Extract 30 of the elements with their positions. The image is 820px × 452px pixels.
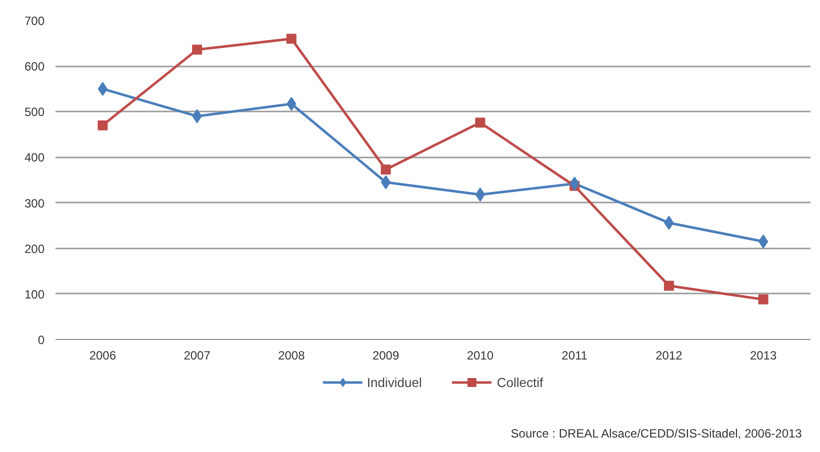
- x-tick-label: 2011: [562, 348, 588, 362]
- x-tick-label: 2013: [750, 348, 777, 362]
- point: [664, 280, 674, 291]
- legend-label: Collectif: [496, 374, 544, 390]
- x-tick-label: 2007: [184, 348, 211, 362]
- y-tick-label: 700: [24, 14, 45, 28]
- point: [98, 82, 108, 96]
- y-tick-label: 500: [24, 105, 45, 120]
- point: [192, 44, 202, 55]
- x-tick-label: 2012: [656, 348, 683, 362]
- y-tick-label: 600: [24, 60, 45, 74]
- legend-label: Individuel: [366, 374, 422, 390]
- y-tick-label: 100: [24, 287, 45, 302]
- point: [475, 188, 486, 202]
- y-tick-label: 0: [38, 333, 45, 347]
- y-tick-label: 300: [24, 196, 45, 210]
- point: [98, 120, 108, 130]
- point: [286, 34, 296, 44]
- point: [380, 164, 391, 175]
- source-note: Source : DREAL Alsace/CEDD/SIS-Sitadel, 2006-2013: [510, 426, 802, 440]
- point: [758, 234, 768, 249]
- x-tick-label: 2009: [372, 348, 400, 362]
- x-tick-label: 2006: [89, 348, 116, 362]
- point: [475, 118, 486, 128]
- point: [758, 294, 768, 304]
- y-tick-label: 200: [24, 242, 45, 256]
- x-tick-label: 2010: [466, 348, 494, 362]
- y-tick-label: 400: [24, 150, 45, 165]
- x-tick-label: 2008: [278, 348, 306, 362]
- point: [380, 175, 391, 190]
